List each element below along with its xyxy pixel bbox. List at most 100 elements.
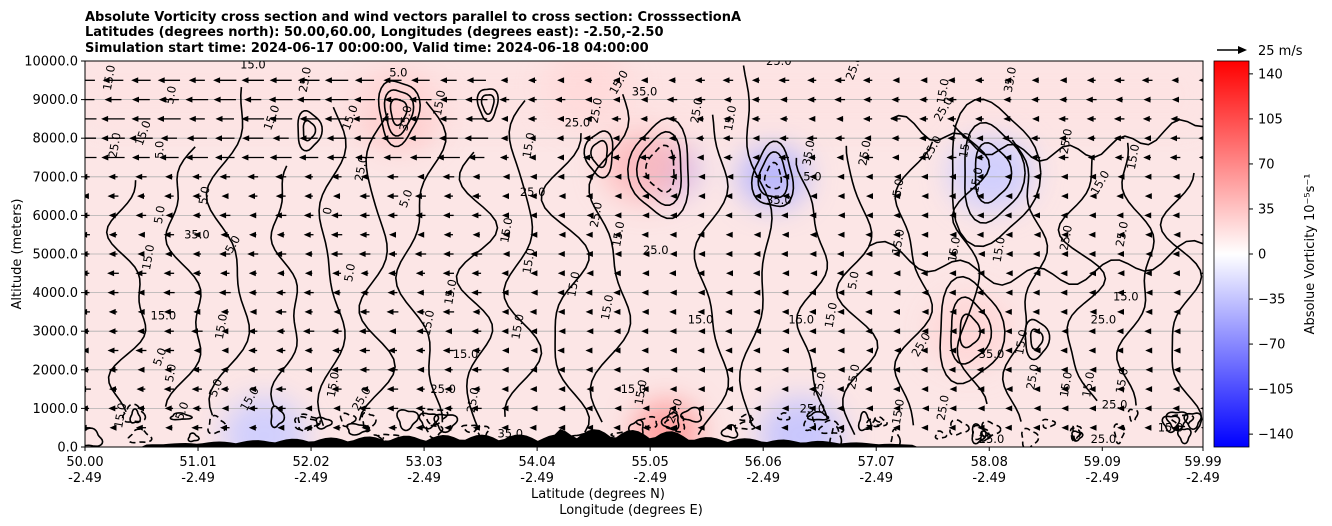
contour-line	[588, 94, 632, 423]
contour-line	[1115, 142, 1155, 406]
wind-vector-head	[159, 154, 167, 161]
wind-vector-head	[330, 231, 338, 238]
wind-vector-head	[466, 77, 474, 84]
wind-vector-head	[274, 212, 282, 219]
wind-vector-head	[502, 193, 509, 200]
x-tick-label-longitude: -2.49	[294, 471, 328, 486]
contour-loop	[644, 144, 675, 193]
wind-vector-head	[241, 77, 249, 84]
wind-vector-head	[614, 212, 622, 219]
contour-label: 15.0	[956, 131, 974, 159]
wind-vector-head	[360, 173, 368, 180]
contour-label: 15.0	[1113, 289, 1139, 303]
wind-vector-head	[101, 115, 109, 122]
wind-vector-head	[642, 270, 650, 277]
contour-label: 25.0	[587, 97, 605, 125]
wind-vector-head	[1004, 328, 1012, 335]
wind-vector-head	[1172, 270, 1180, 277]
wind-vector-head	[361, 386, 369, 393]
vorticity-blob	[759, 397, 844, 447]
wind-vector-head	[85, 328, 88, 335]
wind-vector-head	[247, 173, 255, 180]
wind-vector-head	[1004, 308, 1012, 315]
contour-loop	[389, 98, 408, 127]
contour-label: 25.0	[934, 394, 952, 422]
contour-label: 25.0	[643, 243, 669, 257]
wind-vector-head	[586, 270, 594, 277]
wind-vector-head	[725, 193, 733, 200]
wind-vector-head	[464, 135, 472, 142]
wind-vector-head	[163, 231, 171, 238]
colorbar-label: Absolue Vorticity 10⁻⁵s⁻¹	[1303, 174, 1318, 335]
wind-vector-head	[1088, 347, 1096, 354]
contour-label: 15.0	[1079, 371, 1097, 399]
wind-vector-head	[107, 270, 115, 277]
contour-loop	[480, 93, 495, 116]
wind-vector-head	[893, 424, 901, 431]
wind-vector-head	[415, 347, 423, 354]
wind-vector-head	[1171, 77, 1179, 84]
wind-vector-head	[221, 328, 229, 335]
wind-vector-head	[976, 173, 984, 180]
wind-vector-head	[501, 270, 509, 277]
wind-vector-head	[557, 251, 565, 257]
wind-vector-head	[837, 328, 845, 335]
wind-vector-head	[85, 347, 89, 354]
contour-loop	[476, 88, 499, 123]
quiver-key: 25 m/s	[1217, 44, 1303, 59]
wind-vector-head	[807, 96, 815, 103]
wind-vector-head	[269, 77, 277, 84]
wind-vector-head	[502, 173, 510, 180]
wind-vector-head	[977, 424, 985, 431]
contour-line	[164, 146, 202, 407]
wind-vector-head	[782, 193, 790, 200]
wind-vector-head	[557, 270, 565, 277]
wind-vector-head	[1144, 270, 1152, 277]
wind-vector-head	[193, 231, 201, 238]
wind-vector-head	[1089, 366, 1097, 373]
contour-label: 25.0	[800, 401, 826, 415]
wind-vector-head	[1004, 366, 1012, 373]
wind-vector-head	[527, 96, 535, 103]
wind-vector-head	[866, 193, 873, 200]
contour-label: 25.0	[811, 371, 829, 399]
wind-vector-head	[1059, 96, 1067, 103]
contour-line	[1001, 139, 1049, 422]
wind-vector-head	[946, 96, 954, 103]
wind-vector-head	[298, 154, 306, 161]
wind-vector-head	[977, 328, 985, 335]
wind-vector-head	[85, 251, 88, 257]
wind-vector-head	[976, 212, 984, 219]
wind-vector-head	[754, 386, 762, 393]
contour-label: 25.0	[1113, 220, 1131, 248]
wind-vector-head	[1115, 96, 1123, 103]
wind-vector-head	[782, 328, 790, 335]
wind-vector-head	[359, 193, 367, 200]
wind-vector-head	[1061, 405, 1069, 412]
wind-vector-head	[1173, 231, 1181, 238]
wind-vector-head	[893, 308, 900, 315]
wind-vector-head	[409, 96, 417, 103]
wind-vector-head	[333, 193, 340, 200]
wind-vector-head	[1087, 135, 1095, 142]
wind-vector-head	[864, 386, 872, 393]
wind-vector-head	[442, 347, 450, 354]
y-tick-label: 5000.0	[33, 248, 79, 263]
contour-label: 25.0	[1023, 363, 1041, 391]
contour-line	[1159, 172, 1203, 433]
wind-vector-head	[977, 347, 985, 354]
contour-line	[270, 165, 299, 407]
wind-vector-head	[778, 154, 786, 161]
contour-loop	[626, 117, 690, 220]
contour-loop	[1041, 418, 1057, 430]
contour-loop	[421, 408, 449, 426]
wind-vector-head	[782, 173, 790, 180]
contour-loop	[297, 110, 323, 152]
wind-vector-head	[698, 366, 705, 373]
wind-vector-head	[726, 386, 734, 393]
wind-vector-head	[502, 212, 509, 219]
contour-loop	[377, 79, 422, 148]
contour-label: 15.0	[1113, 367, 1131, 395]
wind-vector-head	[330, 251, 338, 257]
wind-vector-head	[472, 347, 480, 354]
